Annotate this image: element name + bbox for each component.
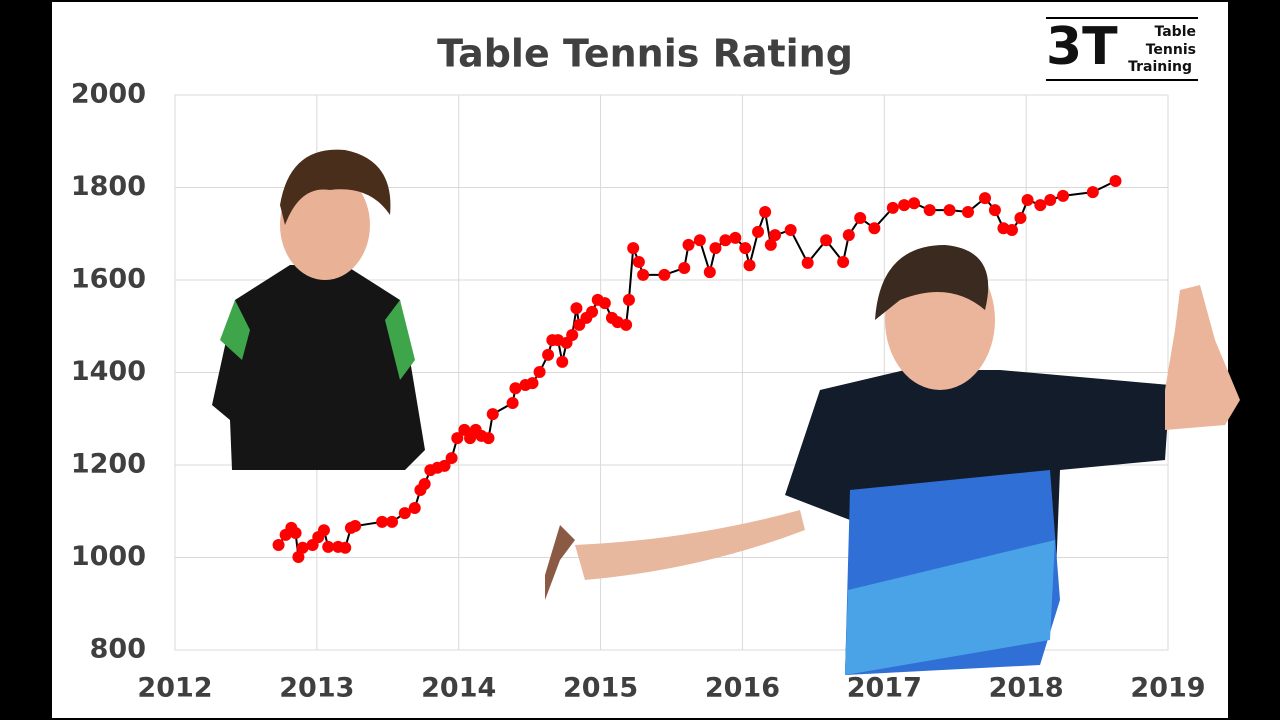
data-point (376, 515, 389, 528)
photo-young (212, 149, 425, 470)
data-point (533, 366, 546, 379)
data-point (408, 502, 421, 515)
x-tick-label: 2017 (847, 673, 922, 704)
data-point (752, 225, 765, 238)
data-point (1005, 224, 1018, 237)
y-tick-label: 1000 (71, 541, 146, 572)
data-point (868, 222, 881, 235)
logo: 3T Table Tennis Training (1046, 17, 1198, 81)
logo-text: Tennis (1146, 42, 1196, 58)
x-tick-label: 2016 (705, 673, 780, 704)
x-tick-label: 2018 (989, 673, 1064, 704)
data-point (486, 408, 499, 421)
data-point (923, 204, 936, 217)
data-point (1021, 193, 1034, 206)
data-point (566, 329, 579, 342)
data-point (886, 201, 899, 214)
data-point (1044, 193, 1057, 206)
data-point (296, 541, 309, 554)
x-tick-label: 2014 (421, 673, 496, 704)
data-point (703, 266, 716, 279)
data-point (854, 212, 867, 225)
logo-text: Training (1128, 59, 1192, 75)
data-point (709, 242, 722, 255)
data-point (438, 459, 451, 472)
data-point (1034, 199, 1047, 212)
data-point (719, 234, 732, 247)
y-tick-label: 800 (90, 634, 146, 665)
y-tick-label: 1800 (71, 171, 146, 202)
data-point (632, 255, 645, 268)
data-point (445, 452, 458, 465)
data-point (693, 234, 706, 247)
data-point (739, 242, 752, 255)
data-point (598, 297, 611, 310)
data-point (658, 268, 671, 281)
data-point (988, 204, 1001, 217)
x-tick-label: 2019 (1130, 673, 1205, 704)
data-point (1057, 189, 1070, 202)
data-point (322, 540, 335, 553)
data-point (506, 397, 519, 410)
logo-mark: 3T (1046, 17, 1118, 77)
data-point (759, 206, 772, 219)
data-point (509, 382, 522, 395)
data-point (1086, 186, 1099, 199)
data-point (729, 231, 742, 244)
data-point (1109, 175, 1122, 188)
data-point (979, 192, 992, 205)
data-point (769, 229, 782, 242)
x-tick-label: 2013 (279, 673, 354, 704)
data-point (526, 377, 539, 390)
chart-title: Table Tennis Rating (437, 32, 853, 76)
data-point (349, 520, 362, 533)
data-point (289, 526, 302, 539)
data-point (908, 197, 921, 210)
data-point (451, 432, 464, 445)
data-point (317, 524, 330, 537)
data-point (586, 305, 599, 318)
data-point (678, 261, 691, 274)
data-point (482, 432, 495, 445)
y-tick-label: 1400 (71, 356, 146, 387)
data-point (837, 255, 850, 268)
y-tick-label: 1600 (71, 264, 146, 295)
data-point (272, 539, 285, 552)
x-tick-label: 2015 (563, 673, 638, 704)
data-point (398, 507, 411, 520)
data-point (820, 234, 833, 247)
y-tick-label: 1200 (71, 449, 146, 480)
data-point (570, 302, 583, 315)
data-point (386, 515, 399, 528)
data-point (961, 206, 974, 219)
data-point (943, 204, 956, 217)
x-tick-label: 2012 (137, 673, 212, 704)
data-point (682, 238, 695, 251)
data-point (764, 238, 777, 251)
data-point (620, 318, 633, 331)
data-point (627, 242, 640, 255)
data-point (801, 256, 814, 269)
data-point (1014, 212, 1027, 225)
data-point (622, 293, 635, 306)
data-point (542, 348, 555, 361)
photo-adult (545, 245, 1240, 675)
data-point (637, 268, 650, 281)
data-point (292, 551, 305, 564)
logo-text: Table (1154, 24, 1196, 40)
data-point (784, 224, 797, 237)
data-layer (272, 175, 1122, 564)
data-point (418, 477, 431, 490)
data-point (339, 541, 352, 554)
data-point (743, 259, 756, 272)
data-point (898, 199, 911, 212)
data-point (842, 229, 855, 242)
data-point (556, 355, 569, 368)
y-tick-label: 2000 (71, 79, 146, 110)
